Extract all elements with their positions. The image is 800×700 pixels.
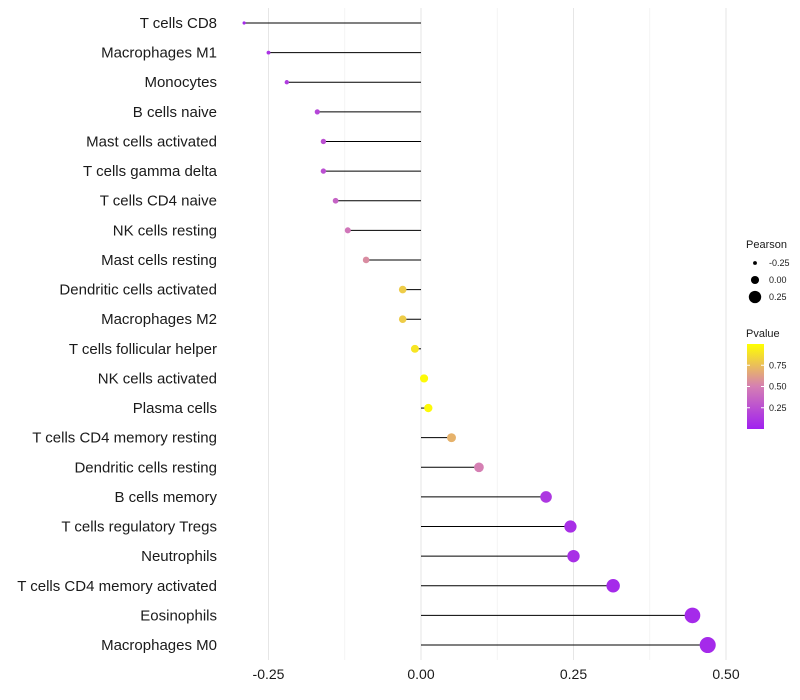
data-point [362,256,370,264]
color-tick-label: 0.50 [769,382,787,392]
category-label: NK cells activated [98,370,217,387]
category-label: Macrophages M2 [101,311,217,328]
category-label: Dendritic cells activated [59,282,217,299]
color-bar-ticks: 0.25 0.50 0.75 [747,360,787,413]
category-label: T cells CD4 naive [100,193,217,210]
stems [244,22,708,646]
data-point [424,403,433,413]
data-point [699,636,716,654]
data-point [419,374,429,383]
category-label: T cells CD4 memory activated [17,578,217,595]
category-label: T cells gamma delta [83,163,218,180]
data-point [320,138,327,145]
legend-color-title: Pvalue [746,328,780,340]
category-label: Mast cells resting [101,252,217,269]
data-point [540,491,552,503]
category-label: B cells memory [114,489,217,506]
category-label: T cells regulatory Tregs [61,519,217,536]
size-legend-label: -0.25 [769,258,790,268]
points [242,21,716,654]
data-point [398,285,407,294]
data-point [606,579,620,593]
category-label: Neutrophils [141,548,217,565]
size-legend-label: 0.25 [769,292,787,302]
category-label: Macrophages M1 [101,45,217,62]
size-legend-dot [750,275,760,285]
color-bar [747,344,764,429]
y-axis-labels: T cells CD8 Macrophages M1 Monocytes B cell… [17,15,217,654]
data-point [398,315,407,323]
data-point [474,462,484,473]
gridlines [268,8,727,660]
legend: Pearson -0.25 0.00 0.25 Pvalue 0.25 0.50 0.7… [746,239,790,429]
x-tick-label: 0.00 [407,666,434,682]
data-point [332,197,339,204]
category-label: Macrophages M0 [101,637,217,654]
x-tick-label: -0.25 [253,666,285,682]
data-point [344,227,351,234]
category-label: Mast cells activated [86,133,217,150]
data-point [320,168,327,174]
data-point [567,549,580,563]
x-tick-label: 0.25 [560,666,587,682]
category-label: NK cells resting [113,222,217,239]
category-label: T cells follicular helper [69,341,217,358]
size-legend-label: 0.00 [769,275,787,285]
category-label: T cells CD8 [140,15,217,32]
category-label: B cells naive [133,104,217,121]
data-point [242,21,246,25]
category-label: Monocytes [144,74,217,91]
data-point [284,80,289,85]
data-point [314,109,320,115]
category-label: Dendritic cells resting [74,459,217,476]
x-axis-ticks: -0.25 0.00 0.25 0.50 [253,666,740,682]
data-point [447,433,456,443]
data-point [410,344,419,353]
size-legend: -0.25 0.00 0.25 [748,258,790,304]
category-label: T cells CD4 memory resting [32,430,217,447]
legend-size-title: Pearson [746,239,787,251]
data-point [266,50,271,55]
category-label: Plasma cells [133,400,217,417]
color-tick-label: 0.75 [769,360,787,370]
size-legend-dot [748,290,762,304]
data-point [564,520,577,533]
x-tick-label: 0.50 [712,666,739,682]
category-label: Eosinophils [140,607,217,624]
color-tick-label: 0.25 [769,403,787,413]
data-point [684,607,701,624]
size-legend-dot [753,261,757,265]
